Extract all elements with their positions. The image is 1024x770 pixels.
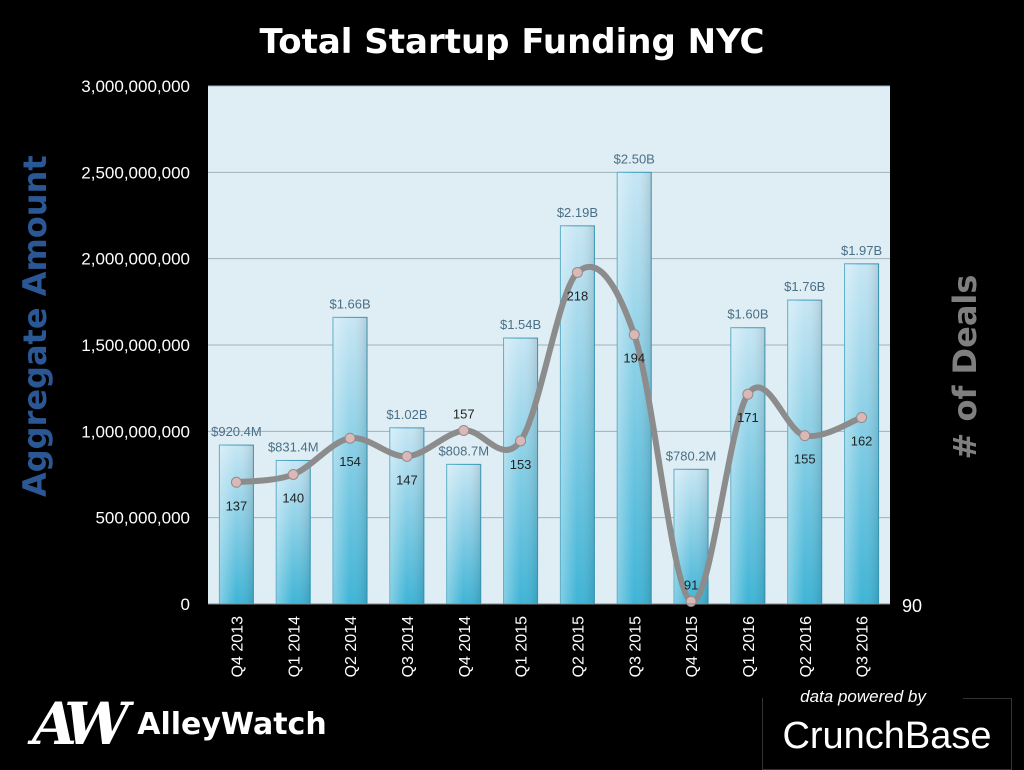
deals-point: [458, 424, 470, 436]
deals-value-label: 162: [851, 434, 873, 449]
crunchbase-name: CrunchBase: [782, 715, 992, 757]
bar-value-label: $1.02B: [386, 407, 427, 422]
deals-point: [742, 388, 754, 400]
logo-mark: AW: [32, 690, 129, 758]
y-tick-label: 3,000,000,000: [81, 77, 190, 96]
x-tick-label: Q3 2016: [855, 616, 872, 677]
bar-value-label: $1.54B: [500, 317, 541, 332]
deals-point: [287, 469, 299, 480]
deals-point: [515, 435, 527, 447]
bar-value-label: $808.7M: [438, 443, 489, 458]
deals-value-label: 140: [282, 491, 304, 506]
bar-value-label: $1.97B: [841, 243, 882, 258]
x-tick-label: Q4 2015: [684, 616, 701, 677]
deals-point: [628, 329, 640, 341]
bar-highlight: [730, 327, 765, 604]
deals-value-label: 91: [684, 577, 698, 592]
deals-value-label: 153: [510, 457, 532, 472]
y-tick-label: 2,500,000,000: [81, 163, 190, 182]
y2-axis-label: # of Deals: [946, 274, 984, 460]
y-tick-label: 1,000,000,000: [81, 422, 190, 441]
deals-point: [571, 266, 583, 278]
bar-value-label: $831.4M: [268, 439, 319, 454]
alleywatch-logo: AW AlleyWatch: [32, 690, 327, 758]
deals-point: [799, 430, 811, 442]
x-tick-label: Q1 2014: [286, 616, 303, 677]
x-tick-label: Q3 2015: [627, 616, 644, 677]
y-tick-label: 2,000,000,000: [81, 250, 190, 269]
deals-point: [230, 476, 242, 488]
bar-highlight: [333, 317, 368, 604]
bar-value-label: $2.19B: [557, 205, 598, 220]
x-tick-label: Q2 2015: [570, 616, 587, 677]
bar-value-label: $1.66B: [329, 296, 370, 311]
x-tick-label: Q1 2016: [741, 616, 758, 677]
deals-point: [856, 412, 868, 424]
deals-value-label: 218: [567, 288, 589, 303]
deals-value-label: 155: [794, 452, 816, 467]
deals-value-label: 154: [339, 454, 361, 469]
deals-value-label: 137: [226, 498, 248, 513]
chart-title: Total Startup Funding NYC: [259, 22, 765, 62]
x-tick-label: Q2 2016: [798, 616, 815, 677]
bar-value-label: $920.4M: [211, 424, 262, 439]
crunchbase-badge: data powered by CrunchBase: [762, 687, 1012, 770]
x-tick-label: Q2 2014: [343, 616, 360, 677]
bar-value-label: $1.60B: [727, 307, 768, 322]
y-tick-label: 500,000,000: [95, 509, 190, 528]
y-axis-label: Aggregate Amount: [16, 155, 54, 497]
deals-point: [401, 450, 413, 462]
bar-highlight: [219, 445, 254, 604]
bar-highlight: [560, 225, 595, 605]
bar-highlight: [446, 464, 481, 604]
logo-name: AlleyWatch: [137, 706, 327, 742]
bar-value-label: $780.2M: [666, 448, 717, 463]
y-tick-label: 0: [181, 595, 190, 614]
bar-value-label: $2.50B: [614, 151, 655, 166]
bar-highlight: [844, 263, 879, 604]
x-tick-label: Q1 2015: [514, 616, 531, 677]
deals-value-label: 171: [737, 410, 759, 425]
deals-value-label: 147: [396, 472, 418, 487]
bar-highlight: [787, 300, 822, 604]
deals-value-label: 157: [453, 406, 475, 421]
deals-value-label: 194: [623, 351, 645, 366]
y2-tick-label: 90: [902, 596, 922, 616]
y-tick-label: 1,500,000,000: [81, 336, 190, 355]
x-tick-label: Q3 2014: [400, 616, 417, 677]
x-tick-label: Q4 2014: [457, 616, 474, 677]
bar-value-label: $1.76B: [784, 279, 825, 294]
deals-point: [344, 432, 356, 444]
deals-point: [685, 595, 697, 607]
powered-by-text: data powered by: [763, 687, 963, 707]
bar-highlight: [276, 460, 311, 604]
bar-highlight: [503, 338, 538, 604]
x-tick-label: Q4 2013: [229, 616, 246, 677]
